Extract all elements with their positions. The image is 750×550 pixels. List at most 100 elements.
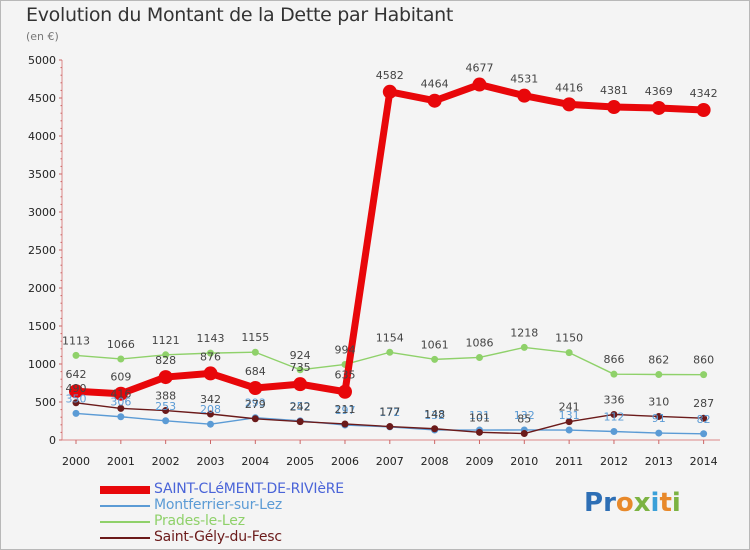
data-label-saint-g-ly-du-fesc: 287 — [693, 397, 714, 410]
data-point-prades-le-lez — [655, 370, 663, 378]
data-point-prades-le-lez — [520, 343, 528, 351]
data-point-prades-le-lez — [386, 348, 394, 356]
data-label-montferrier-sur-lez: 208 — [200, 403, 221, 416]
x-tick-label: 2003 — [196, 455, 224, 468]
data-point-saint-cl-ment-de-rivi-re — [69, 384, 83, 399]
data-label-prades-le-lez: 924 — [290, 349, 311, 362]
data-label-montferrier-sur-lez: 112 — [603, 410, 624, 423]
data-point-saint-g-ly-du-fesc — [162, 407, 170, 415]
data-label-prades-le-lez: 1066 — [107, 338, 135, 351]
data-point-saint-cl-ment-de-rivi-re — [158, 370, 173, 385]
data-point-saint-g-ly-du-fesc — [475, 428, 483, 436]
data-label-prades-le-lez: 866 — [603, 353, 624, 366]
data-point-saint-g-ly-du-fesc — [296, 418, 304, 426]
legend-label: SAINT-CLéMENT-DE-RIVIèRE — [154, 481, 344, 497]
data-point-prades-le-lez — [431, 355, 439, 363]
x-tick-label: 2007 — [376, 455, 404, 468]
data-label-saint-cl-ment-de-rivi-re: 4416 — [555, 81, 583, 94]
data-label-saint-g-ly-du-fesc: 148 — [424, 408, 445, 421]
data-label-montferrier-sur-lez: 131 — [559, 409, 580, 422]
data-label-prades-le-lez: 994 — [334, 343, 355, 356]
legend-swatch — [100, 537, 150, 539]
data-point-saint-cl-ment-de-rivi-re — [696, 103, 711, 118]
data-point-saint-g-ly-du-fesc — [251, 415, 259, 423]
data-point-saint-g-ly-du-fesc — [341, 420, 349, 428]
data-label-montferrier-sur-lez: 197 — [334, 404, 355, 417]
data-point-saint-g-ly-du-fesc — [72, 399, 80, 407]
data-point-prades-le-lez — [206, 349, 214, 357]
legend-swatch — [100, 486, 150, 494]
y-tick-label: 0 — [49, 434, 56, 447]
data-point-prades-le-lez — [296, 366, 304, 374]
y-tick-label: 3000 — [28, 206, 56, 219]
data-label-prades-le-lez: 1113 — [62, 334, 90, 347]
data-label-saint-g-ly-du-fesc: 336 — [603, 393, 624, 406]
data-point-saint-cl-ment-de-rivi-re — [337, 384, 352, 399]
data-label-saint-g-ly-du-fesc: 242 — [290, 401, 311, 414]
y-tick-label: 1000 — [28, 358, 56, 371]
series-line-saint-cl-ment-de-rivi-re — [75, 81, 704, 398]
data-label-montferrier-sur-lez: 132 — [424, 409, 445, 422]
y-tick-label: 500 — [35, 396, 56, 409]
data-label-saint-cl-ment-de-rivi-re: 4531 — [510, 73, 538, 86]
data-label-saint-cl-ment-de-rivi-re: 735 — [290, 361, 311, 374]
data-label-saint-cl-ment-de-rivi-re: 609 — [110, 371, 131, 384]
legend-swatch — [100, 521, 150, 523]
data-point-saint-g-ly-du-fesc — [610, 410, 618, 418]
data-point-prades-le-lez — [475, 353, 483, 361]
legend-label: Montferrier-sur-Lez — [154, 497, 283, 513]
data-point-montferrier-sur-lez — [117, 413, 125, 421]
data-label-saint-g-ly-du-fesc: 177 — [379, 406, 400, 419]
data-label-prades-le-lez: 1155 — [241, 331, 269, 344]
x-tick-label: 2012 — [600, 455, 628, 468]
data-label-saint-cl-ment-de-rivi-re: 4464 — [421, 78, 449, 91]
data-label-saint-cl-ment-de-rivi-re: 876 — [200, 350, 221, 363]
data-label-saint-g-ly-du-fesc: 310 — [648, 395, 669, 408]
data-point-montferrier-sur-lez — [610, 427, 618, 435]
x-tick-label: 2000 — [62, 455, 90, 468]
data-label-montferrier-sur-lez: 82 — [697, 413, 711, 426]
data-point-saint-g-ly-du-fesc — [431, 425, 439, 433]
y-tick-label: 1500 — [28, 320, 56, 333]
data-label-prades-le-lez: 1154 — [376, 331, 404, 344]
data-point-montferrier-sur-lez — [206, 420, 214, 428]
data-label-montferrier-sur-lez: 253 — [155, 400, 176, 413]
x-tick-label: 2001 — [107, 455, 135, 468]
data-label-prades-le-lez: 1121 — [152, 334, 180, 347]
data-point-saint-g-ly-du-fesc — [655, 412, 663, 420]
logo-letter: r — [603, 488, 616, 518]
x-tick-label: 2002 — [152, 455, 180, 468]
data-label-prades-le-lez: 1218 — [510, 326, 538, 339]
data-point-prades-le-lez — [72, 351, 80, 359]
data-point-saint-cl-ment-de-rivi-re — [203, 366, 218, 381]
x-tick-label: 2009 — [465, 455, 493, 468]
data-point-prades-le-lez — [162, 351, 170, 359]
logo-letter: i — [650, 488, 660, 518]
data-point-saint-g-ly-du-fesc — [520, 430, 528, 438]
x-tick-label: 2005 — [286, 455, 314, 468]
data-label-montferrier-sur-lez: 172 — [379, 406, 400, 419]
x-tick-label: 2010 — [510, 455, 538, 468]
data-label-saint-cl-ment-de-rivi-re: 4342 — [690, 87, 718, 100]
data-point-montferrier-sur-lez — [700, 430, 708, 438]
data-label-prades-le-lez: 862 — [648, 353, 669, 366]
logo-letter: x — [633, 488, 651, 518]
data-point-saint-g-ly-du-fesc — [117, 404, 125, 412]
data-label-saint-cl-ment-de-rivi-re: 4369 — [645, 85, 673, 98]
data-point-saint-cl-ment-de-rivi-re — [651, 100, 666, 115]
data-label-prades-le-lez: 1150 — [555, 332, 583, 345]
y-tick-label: 4500 — [28, 92, 56, 105]
data-label-prades-le-lez: 1061 — [421, 338, 449, 351]
data-point-prades-le-lez — [117, 355, 125, 363]
data-point-montferrier-sur-lez — [72, 409, 80, 417]
y-tick-label: 2500 — [28, 244, 56, 257]
y-tick-label: 4000 — [28, 130, 56, 143]
logo-letter: t — [659, 488, 672, 518]
data-label-montferrier-sur-lez: 91 — [652, 412, 666, 425]
y-tick-label: 5000 — [28, 54, 56, 67]
logo-letter: o — [615, 488, 634, 518]
data-label-montferrier-sur-lez: 306 — [110, 396, 131, 409]
data-point-saint-g-ly-du-fesc — [386, 423, 394, 431]
data-point-saint-cl-ment-de-rivi-re — [562, 97, 577, 112]
